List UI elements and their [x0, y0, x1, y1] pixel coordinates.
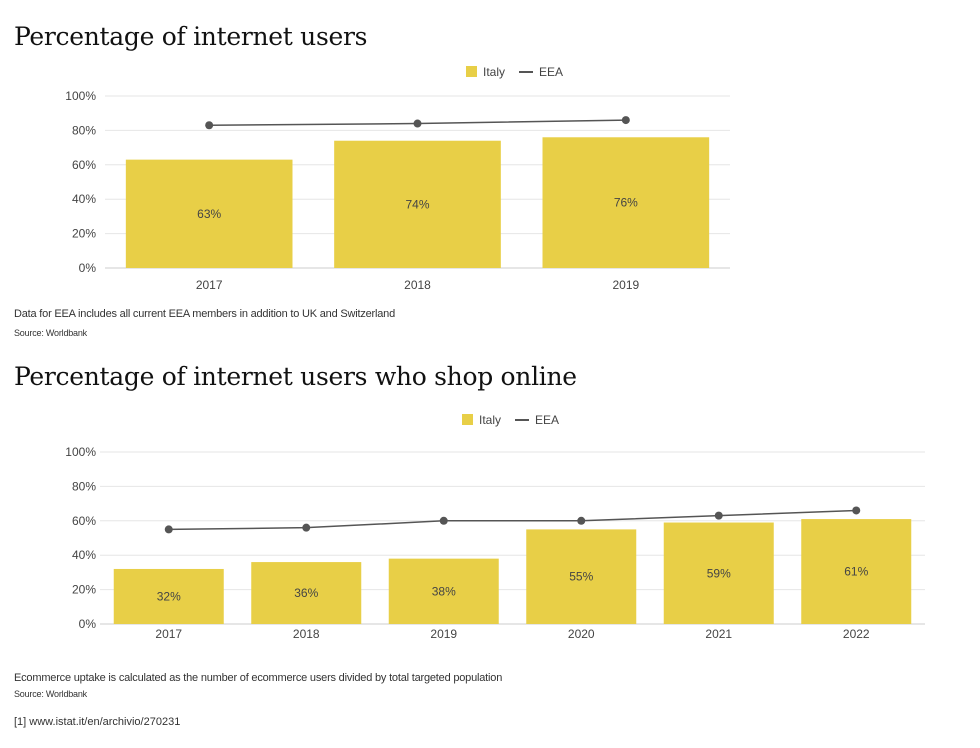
- y-tick-label: 80%: [72, 479, 96, 493]
- y-tick-label: 20%: [72, 227, 96, 241]
- eea-line: [168, 509, 857, 531]
- chart-2-note: Ecommerce uptake is calculated as the nu…: [14, 672, 503, 684]
- eea-point-2017: [205, 121, 214, 130]
- bar-italy-2017: [113, 568, 224, 624]
- y-tick-label: 80%: [72, 123, 96, 137]
- x-tick-label: 2019: [430, 627, 457, 641]
- chart-2-legend: Italy EEA: [462, 413, 559, 427]
- bar-value-label: 32%: [157, 589, 181, 603]
- chart-1-plot: Italy EEA 0% 20% 40% 60% 80% 100% 63% 74% 76% 2017 2…: [65, 65, 730, 292]
- eea-point-2019: [621, 116, 630, 125]
- legend-italy-swatch: [466, 66, 477, 77]
- y-tick-label: 100%: [65, 89, 96, 103]
- x-tick-label: 2017: [196, 278, 223, 292]
- legend-eea-label: EEA: [535, 413, 559, 427]
- bar-italy-2018: [251, 562, 362, 624]
- eea-point-2019: [439, 516, 448, 525]
- x-tick-label: 2018: [404, 278, 431, 292]
- bar-value-label: 61%: [844, 565, 868, 579]
- x-tick-label: 2022: [843, 627, 870, 641]
- chart-1-note: Data for EEA includes all current EEA me…: [14, 308, 396, 320]
- eea-point-2017: [164, 525, 173, 534]
- bar-italy-2017: [125, 159, 293, 268]
- chart-1-legend: Italy EEA: [466, 65, 563, 79]
- x-tick-label: 2017: [155, 627, 182, 641]
- bar-italy-2020: [526, 529, 637, 624]
- eea-point-2021: [714, 511, 723, 520]
- bar-value-label: 38%: [432, 584, 456, 598]
- chart-1-title: Percentage of internet users: [14, 22, 368, 51]
- y-tick-label: 40%: [72, 548, 96, 562]
- y-tick-label: 60%: [72, 514, 96, 528]
- eea-point-2018: [302, 523, 311, 532]
- footnote-link[interactable]: [1] www.istat.it/en/archivio/270231: [14, 716, 181, 728]
- bar-italy-2019: [542, 137, 710, 268]
- legend-italy-swatch: [462, 414, 473, 425]
- legend-italy-label: Italy: [479, 413, 501, 427]
- bar-value-label: 76%: [614, 196, 638, 210]
- y-tick-label: 0%: [79, 261, 97, 275]
- y-tick-label: 20%: [72, 583, 96, 597]
- chart-2-plot: Italy EEA 0% 20% 40% 60% 80% 100% 32% 36% 38% 55% 59…: [65, 413, 925, 641]
- eea-point-2022: [852, 506, 861, 515]
- bar-italy-2022: [801, 519, 912, 624]
- legend-eea-label: EEA: [539, 65, 563, 79]
- x-tick-label: 2018: [293, 627, 320, 641]
- legend-italy-label: Italy: [483, 65, 505, 79]
- eea-point-2018: [413, 119, 422, 128]
- x-tick-label: 2019: [612, 278, 639, 292]
- bar-value-label: 74%: [405, 197, 429, 211]
- chart-2-source: Source: Worldbank: [14, 689, 87, 699]
- x-tick-label: 2020: [568, 627, 595, 641]
- bar-value-label: 63%: [197, 207, 221, 221]
- y-tick-label: 40%: [72, 192, 96, 206]
- chart-2-title: Percentage of internet users who shop on…: [14, 362, 577, 391]
- chart-1-source: Source: Worldbank: [14, 328, 87, 338]
- bar-value-label: 55%: [569, 570, 593, 584]
- x-tick-label: 2021: [705, 627, 732, 641]
- bar-italy-2018: [334, 140, 501, 268]
- eea-point-2020: [577, 516, 586, 525]
- bar-value-label: 59%: [707, 566, 731, 580]
- bar-value-label: 36%: [294, 586, 318, 600]
- y-tick-label: 0%: [79, 617, 97, 631]
- y-tick-label: 100%: [65, 445, 96, 459]
- bar-italy-2021: [663, 522, 774, 624]
- y-tick-label: 60%: [72, 158, 96, 172]
- bar-italy-2019: [388, 558, 499, 624]
